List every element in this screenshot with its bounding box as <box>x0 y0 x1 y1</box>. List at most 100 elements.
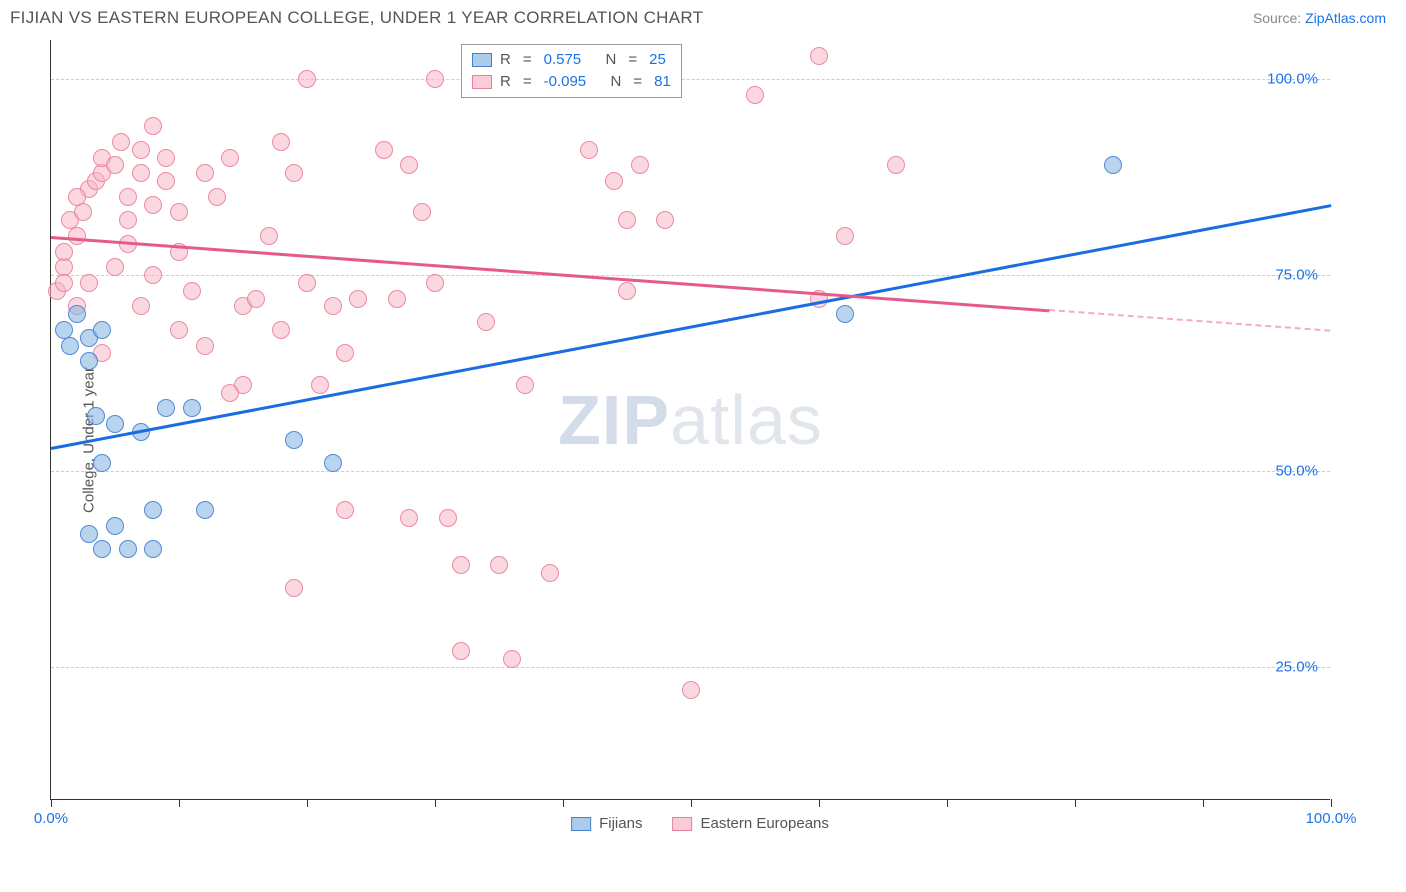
watermark-atlas: atlas <box>670 381 823 459</box>
x-tick <box>691 799 692 807</box>
legend-item-fijians: Fijians <box>571 815 642 832</box>
scatter-point <box>87 407 105 425</box>
legend-n-value: 25 <box>649 49 666 71</box>
gridline <box>51 471 1330 472</box>
scatter-point <box>272 133 290 151</box>
scatter-point <box>68 305 86 323</box>
legend-r-value: -0.095 <box>544 71 587 93</box>
scatter-point <box>208 188 226 206</box>
scatter-point <box>106 258 124 276</box>
scatter-point <box>388 290 406 308</box>
scatter-point <box>93 454 111 472</box>
y-tick-label: 50.0% <box>1275 462 1318 479</box>
scatter-point <box>439 509 457 527</box>
scatter-point <box>836 305 854 323</box>
scatter-point <box>298 274 316 292</box>
scatter-point <box>324 297 342 315</box>
y-tick-label: 25.0% <box>1275 658 1318 675</box>
watermark-zip: ZIP <box>558 381 670 459</box>
source-label: Source: <box>1253 10 1301 26</box>
scatter-point <box>516 376 534 394</box>
scatter-point <box>324 454 342 472</box>
x-tick <box>51 799 52 807</box>
scatter-point <box>426 70 444 88</box>
scatter-point <box>490 556 508 574</box>
scatter-point <box>618 282 636 300</box>
legend-n-value: 81 <box>654 71 671 93</box>
scatter-point <box>68 227 86 245</box>
scatter-point <box>68 188 86 206</box>
trend-line <box>1049 309 1331 332</box>
stats-legend-row: R=0.575 N=25 <box>472 49 671 71</box>
scatter-point <box>452 642 470 660</box>
scatter-point <box>285 164 303 182</box>
x-tick-label: 100.0% <box>1306 810 1357 827</box>
gridline <box>51 275 1330 276</box>
scatter-point <box>132 141 150 159</box>
swatch-pink-icon <box>672 817 692 831</box>
trend-line <box>51 205 1331 450</box>
scatter-point <box>93 540 111 558</box>
scatter-point <box>106 517 124 535</box>
scatter-point <box>477 313 495 331</box>
x-tick <box>435 799 436 807</box>
scatter-point <box>144 540 162 558</box>
x-tick <box>1331 799 1332 807</box>
y-tick-label: 75.0% <box>1275 267 1318 284</box>
chart-title: FIJIAN VS EASTERN EUROPEAN COLLEGE, UNDE… <box>10 8 703 28</box>
scatter-point <box>618 211 636 229</box>
source-attribution: Source: ZipAtlas.com <box>1253 10 1386 26</box>
x-tick <box>947 799 948 807</box>
legend-label-fijians: Fijians <box>599 815 642 832</box>
legend-stat-n: N <box>611 71 622 93</box>
scatter-point <box>400 509 418 527</box>
scatter-point <box>247 290 265 308</box>
scatter-point <box>656 211 674 229</box>
scatter-point <box>221 384 239 402</box>
scatter-point <box>55 274 73 292</box>
scatter-point <box>272 321 290 339</box>
scatter-point <box>55 243 73 261</box>
scatter-point <box>196 501 214 519</box>
stats-legend-box: R=0.575 N=25R=-0.095 N=81 <box>461 44 682 98</box>
scatter-point <box>887 156 905 174</box>
x-tick <box>563 799 564 807</box>
scatter-point <box>196 164 214 182</box>
stats-legend-row: R=-0.095 N=81 <box>472 71 671 93</box>
swatch-blue-icon <box>571 817 591 831</box>
scatter-point <box>631 156 649 174</box>
scatter-point <box>336 344 354 362</box>
scatter-point <box>413 203 431 221</box>
scatter-point <box>132 164 150 182</box>
scatter-point <box>221 149 239 167</box>
gridline <box>51 667 1330 668</box>
scatter-point <box>80 352 98 370</box>
scatter-point <box>144 117 162 135</box>
gridline <box>51 79 1330 80</box>
scatter-point <box>810 47 828 65</box>
x-tick-label: 0.0% <box>34 810 68 827</box>
scatter-point <box>170 203 188 221</box>
scatter-point <box>375 141 393 159</box>
scatter-point <box>285 431 303 449</box>
plot-wrap: College, Under 1 year ZIPatlas 25.0%50.0… <box>10 40 1390 840</box>
scatter-point <box>1104 156 1122 174</box>
legend-item-eastern-europeans: Eastern Europeans <box>672 815 828 832</box>
scatter-point <box>157 399 175 417</box>
source-link[interactable]: ZipAtlas.com <box>1305 10 1386 26</box>
scatter-point <box>311 376 329 394</box>
swatch-icon <box>472 75 492 89</box>
chart-container: FIJIAN VS EASTERN EUROPEAN COLLEGE, UNDE… <box>0 0 1406 892</box>
scatter-point <box>80 274 98 292</box>
scatter-point <box>349 290 367 308</box>
scatter-point <box>157 172 175 190</box>
scatter-point <box>605 172 623 190</box>
legend-stat-r: R <box>500 49 511 71</box>
scatter-point <box>196 337 214 355</box>
scatter-point <box>336 501 354 519</box>
legend-label-eastern-europeans: Eastern Europeans <box>700 815 828 832</box>
plot-area: ZIPatlas 25.0%50.0%75.0%100.0%0.0%100.0%… <box>50 40 1330 800</box>
legend-stat-r: R <box>500 71 511 93</box>
title-row: FIJIAN VS EASTERN EUROPEAN COLLEGE, UNDE… <box>0 0 1406 40</box>
scatter-point <box>144 196 162 214</box>
